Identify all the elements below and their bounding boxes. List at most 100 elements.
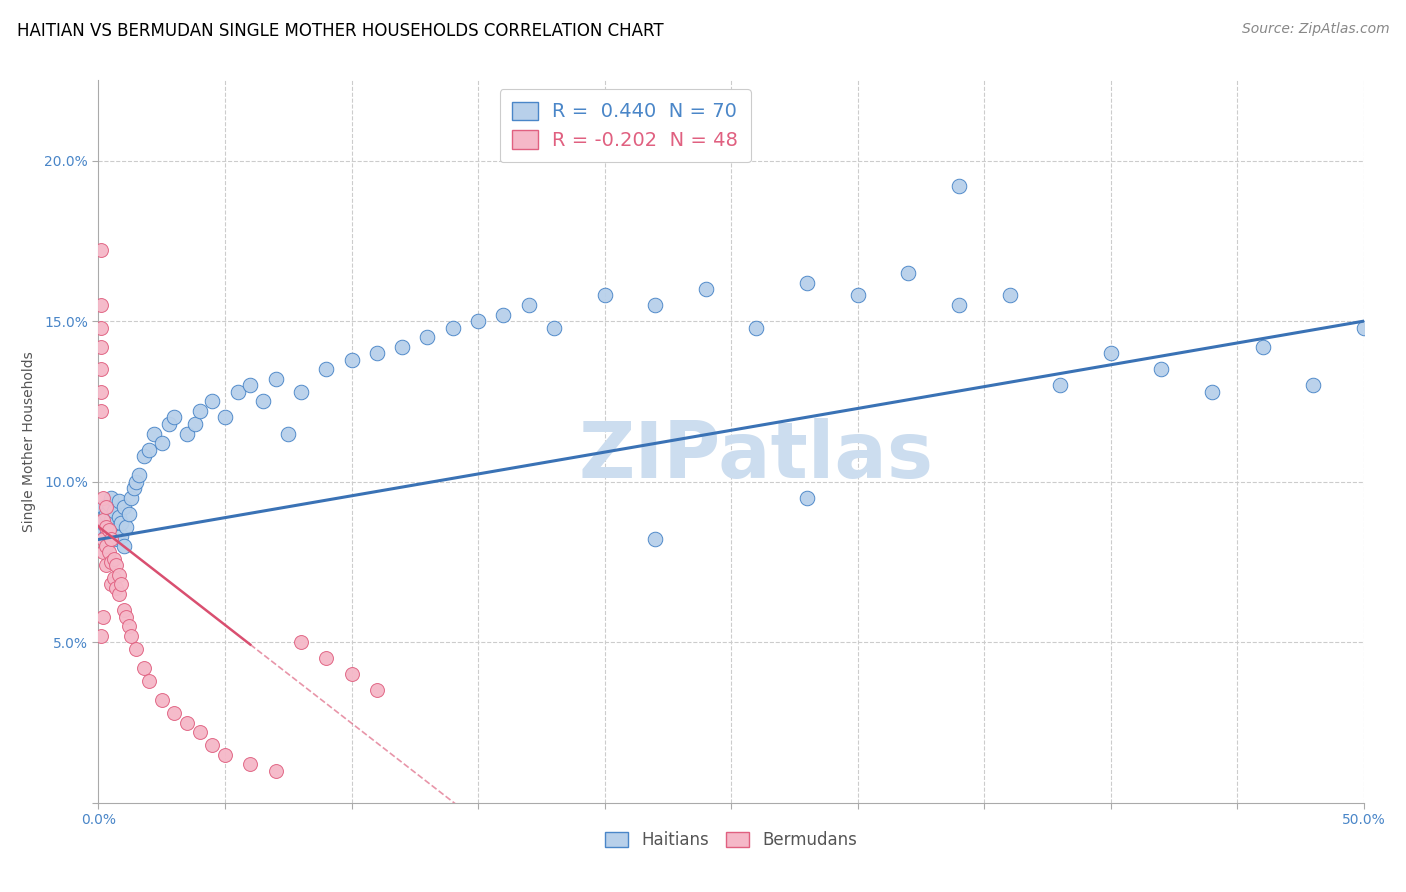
Point (90, 526, 112, 541)
Text: ZIPatlas: ZIPatlas (579, 418, 934, 494)
Point (90, 320, 112, 334)
Point (1302, 378, 1324, 392)
Point (105, 523, 128, 537)
Point (183, 417, 205, 431)
Point (163, 410, 186, 425)
Point (94, 507, 117, 521)
Point (90, 298, 112, 312)
Point (94, 500, 117, 515)
Point (107, 494, 129, 508)
Point (100, 533, 122, 547)
Point (93, 545, 115, 559)
Point (201, 394, 224, 409)
Point (1201, 384, 1223, 399)
Point (93, 516, 115, 531)
Point (188, 404, 211, 418)
Point (112, 539, 135, 553)
Point (290, 384, 312, 399)
Point (103, 571, 125, 585)
Point (593, 288, 616, 302)
Point (176, 426, 198, 441)
Point (340, 667, 363, 681)
Point (176, 715, 198, 730)
Point (1049, 378, 1071, 392)
Point (492, 308, 515, 322)
Point (132, 449, 155, 463)
Point (543, 320, 565, 334)
Point (252, 394, 274, 409)
Point (100, 555, 122, 569)
Point (264, 372, 287, 386)
Point (128, 468, 150, 483)
Point (100, 577, 122, 591)
Point (100, 513, 122, 527)
Point (125, 641, 148, 656)
Point (239, 378, 262, 392)
Point (201, 738, 224, 752)
Point (157, 417, 180, 431)
Point (264, 764, 287, 778)
Point (1099, 346, 1122, 360)
Y-axis label: Single Mother Households: Single Mother Households (22, 351, 35, 532)
Point (110, 529, 132, 543)
Point (188, 725, 211, 739)
Point (150, 436, 173, 450)
Point (1353, 320, 1375, 334)
Point (517, 298, 540, 312)
Point (796, 276, 818, 290)
Point (107, 510, 129, 524)
Point (90, 404, 112, 418)
Point (93, 491, 115, 505)
Point (745, 320, 768, 334)
Point (120, 491, 142, 505)
Point (97, 545, 120, 559)
Text: Source: ZipAtlas.com: Source: ZipAtlas.com (1241, 22, 1389, 37)
Point (132, 661, 155, 675)
Point (138, 673, 160, 688)
Point (948, 298, 970, 312)
Point (94, 539, 117, 553)
Point (94, 519, 117, 533)
Point (90, 384, 112, 399)
Legend: Haitians, Bermudans: Haitians, Bermudans (598, 824, 865, 856)
Point (90, 362, 112, 376)
Point (290, 635, 312, 649)
Point (120, 629, 142, 643)
Point (163, 706, 186, 720)
Point (150, 693, 173, 707)
Point (110, 516, 132, 531)
Point (115, 519, 138, 533)
Point (695, 282, 717, 296)
Point (118, 507, 141, 521)
Point (366, 683, 388, 698)
Point (226, 384, 249, 399)
Point (107, 567, 129, 582)
Point (93, 609, 115, 624)
Point (90, 244, 112, 258)
Point (315, 651, 337, 665)
Point (416, 330, 439, 344)
Point (277, 426, 299, 441)
Point (90, 629, 112, 643)
Point (125, 475, 148, 489)
Point (103, 533, 125, 547)
Point (94, 529, 117, 543)
Point (644, 298, 666, 312)
Point (97, 523, 120, 537)
Point (118, 619, 141, 633)
Point (340, 352, 363, 367)
Point (93, 513, 115, 527)
Point (97, 519, 120, 533)
Point (112, 603, 135, 617)
Point (93, 533, 115, 547)
Point (366, 346, 388, 360)
Point (122, 481, 145, 495)
Point (103, 503, 125, 517)
Point (90, 340, 112, 354)
Point (998, 288, 1021, 302)
Point (112, 500, 135, 515)
Point (103, 551, 125, 566)
Point (315, 362, 337, 376)
Point (105, 581, 128, 595)
Point (115, 609, 138, 624)
